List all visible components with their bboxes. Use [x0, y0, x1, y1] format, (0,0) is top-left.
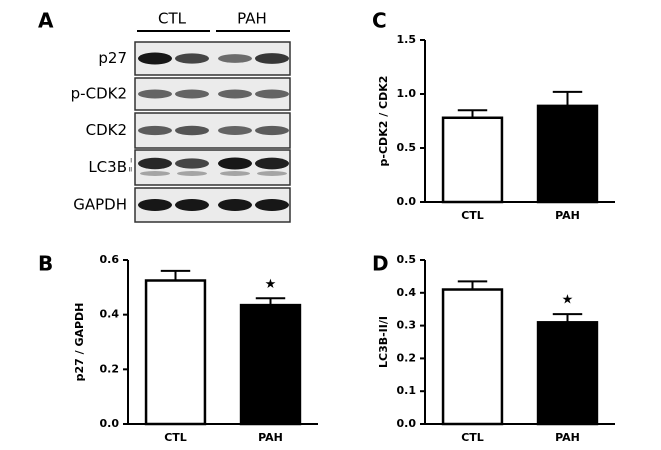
y-axis-label: p27 / GAPDH	[73, 303, 86, 382]
band	[140, 171, 170, 176]
band	[138, 157, 172, 170]
y-tick-label: 0.0	[397, 195, 417, 208]
bar	[441, 116, 504, 204]
band	[255, 125, 289, 136]
y-tick-label: 0.0	[100, 417, 120, 430]
row-label: CDK2	[86, 121, 127, 139]
y-tick-label: 0.0	[397, 417, 417, 430]
row-label: GAPDH	[73, 196, 127, 214]
form-label: I	[130, 158, 132, 165]
y-axis-label: LC3B-II/I	[377, 316, 390, 368]
band	[218, 157, 252, 170]
band	[138, 125, 172, 136]
band	[138, 52, 172, 65]
band	[255, 199, 289, 211]
y-tick-label: 0.5	[397, 253, 417, 266]
y-tick-label: 0.6	[100, 253, 120, 266]
y-tick-label: 0.2	[397, 351, 417, 364]
y-tick-label: 0.4	[397, 286, 417, 299]
x-tick-label: CTL	[461, 431, 484, 444]
group-label: PAH	[237, 10, 267, 28]
significance: ★	[562, 293, 574, 308]
y-tick-label: 0.3	[397, 319, 417, 332]
band	[257, 171, 287, 176]
bar	[144, 279, 207, 426]
band	[255, 89, 289, 99]
panel-label: A	[38, 9, 54, 33]
bar	[441, 288, 504, 426]
band	[255, 157, 289, 170]
bar	[536, 104, 599, 204]
x-tick-label: PAH	[555, 431, 580, 444]
row-label: LC3B	[88, 158, 127, 176]
x-tick-label: PAH	[258, 431, 283, 444]
band	[177, 171, 207, 176]
band	[138, 89, 172, 99]
x-tick-label: PAH	[555, 209, 580, 222]
band	[175, 158, 209, 169]
row-label: p27	[98, 49, 127, 67]
panel-label: B	[38, 252, 53, 276]
band	[255, 53, 289, 64]
bar	[536, 321, 599, 426]
band	[220, 171, 250, 176]
band	[218, 199, 252, 211]
y-tick-label: 0.5	[397, 141, 417, 154]
y-tick-label: 1.0	[397, 87, 417, 100]
group-label: CTL	[158, 10, 187, 28]
x-tick-label: CTL	[164, 431, 187, 444]
panel-label: C	[372, 9, 387, 33]
y-tick-label: 1.5	[397, 33, 417, 46]
y-tick-label: 0.2	[100, 362, 120, 375]
panel-label: D	[372, 252, 389, 276]
band	[175, 89, 209, 99]
band	[138, 199, 172, 211]
band	[218, 126, 252, 135]
y-tick-label: 0.1	[397, 384, 417, 397]
row-label: p-CDK2	[71, 85, 127, 103]
form-label: II	[128, 167, 132, 174]
band	[218, 54, 252, 63]
band	[218, 89, 252, 99]
x-tick-label: CTL	[461, 209, 484, 222]
bar	[239, 303, 302, 426]
band	[175, 199, 209, 211]
y-axis-label: p-CDK2 / CDK2	[377, 76, 390, 167]
y-tick-label: 0.4	[100, 308, 120, 321]
significance: ★	[265, 277, 277, 292]
band	[175, 53, 209, 64]
band	[175, 125, 209, 136]
